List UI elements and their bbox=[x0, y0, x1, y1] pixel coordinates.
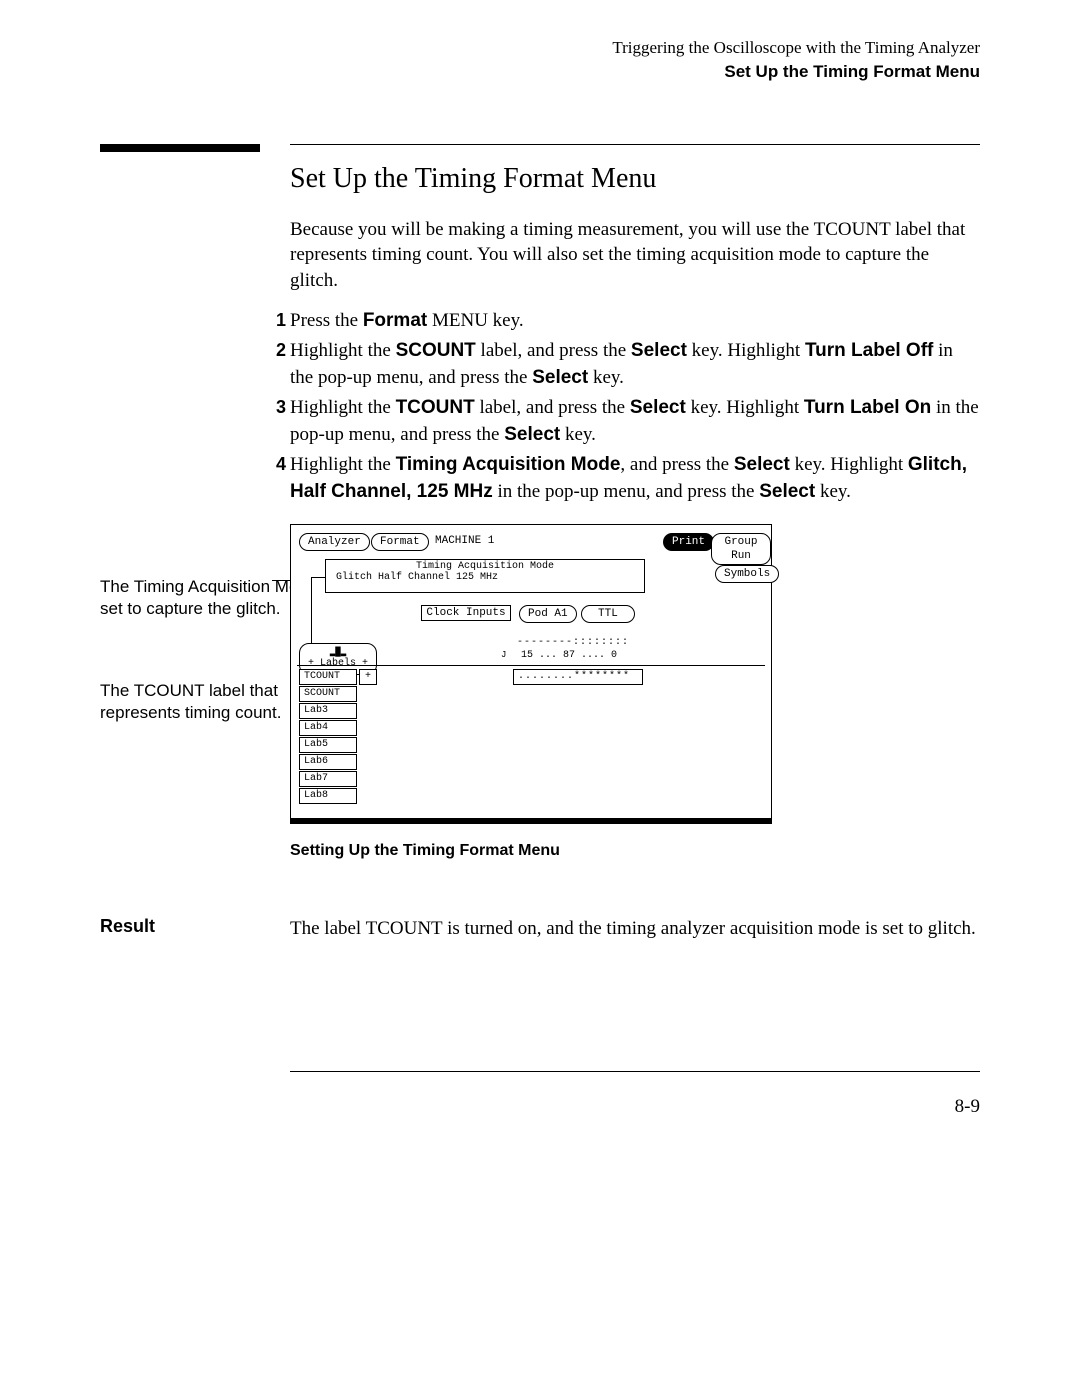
lab6-label[interactable]: Lab6 bbox=[299, 754, 357, 770]
page-header: Triggering the Oscilloscope with the Tim… bbox=[100, 36, 980, 84]
step-3: Highlight the TCOUNT label, and press th… bbox=[266, 395, 980, 448]
header-chapter: Triggering the Oscilloscope with the Tim… bbox=[100, 36, 980, 60]
figure-block: The Timing Acquisition Mode set to captu… bbox=[100, 524, 980, 834]
step-4: Highlight the Timing Acquisition Mode, a… bbox=[266, 452, 980, 505]
timing-acq-mode-box[interactable]: Timing Acquisition Mode Glitch Half Chan… bbox=[325, 559, 645, 593]
step-1: Press the Format MENU key. bbox=[266, 308, 980, 335]
ttl-button[interactable]: TTL bbox=[581, 605, 635, 623]
pod-a1-button[interactable]: Pod A1 bbox=[519, 605, 577, 623]
result-row: Result The label TCOUNT is turned on, an… bbox=[100, 916, 980, 942]
tcount-polarity[interactable]: + bbox=[359, 669, 377, 685]
intro-paragraph: Because you will be making a timing meas… bbox=[290, 217, 980, 294]
lab8-label[interactable]: Lab8 bbox=[299, 788, 357, 804]
format-button[interactable]: Format bbox=[371, 533, 429, 551]
lab7-label[interactable]: Lab7 bbox=[299, 771, 357, 787]
tcount-label[interactable]: TCOUNT bbox=[299, 669, 357, 685]
format-menu-screenshot: Analyzer Format MACHINE 1 Print Group Ru… bbox=[290, 524, 772, 824]
scount-label[interactable]: SCOUNT bbox=[299, 686, 357, 702]
analyzer-button[interactable]: Analyzer bbox=[299, 533, 370, 551]
header-section: Set Up the Timing Format Menu bbox=[100, 60, 980, 84]
j-label: J bbox=[501, 650, 506, 660]
bottom-rule bbox=[290, 1071, 980, 1072]
clock-inputs-label: Clock Inputs bbox=[421, 605, 511, 621]
lab3-label[interactable]: Lab3 bbox=[299, 703, 357, 719]
annotation-tcount: The TCOUNT label that represents timing … bbox=[100, 680, 320, 724]
section-rule bbox=[290, 144, 980, 145]
print-button[interactable]: Print bbox=[663, 533, 714, 551]
symbols-button[interactable]: Symbols bbox=[715, 565, 779, 583]
section-title: Set Up the Timing Format Menu bbox=[290, 163, 980, 195]
lab5-label[interactable]: Lab5 bbox=[299, 737, 357, 753]
steps-list: Press the Format MENU key. Highlight the… bbox=[290, 308, 980, 506]
section-rule-mark bbox=[100, 144, 260, 170]
result-label: Result bbox=[100, 916, 290, 942]
annotation-acq-mode: The Timing Acquisition Mode set to captu… bbox=[100, 576, 320, 620]
bits-dash-pattern: --------:::::::: bbox=[517, 637, 629, 648]
bits-header: 15 ... 87 .... 0 bbox=[521, 650, 617, 661]
result-text: The label TCOUNT is turned on, and the t… bbox=[290, 916, 976, 942]
group-run-button[interactable]: Group Run bbox=[711, 533, 771, 566]
machine-label: MACHINE 1 bbox=[435, 535, 494, 547]
step-2: Highlight the SCOUNT label, and press th… bbox=[266, 338, 980, 391]
figure-caption: Setting Up the Timing Format Menu bbox=[290, 842, 980, 860]
page-number: 8-9 bbox=[290, 1096, 980, 1118]
tcount-bits[interactable]: ........******** bbox=[513, 669, 643, 685]
lab4-label[interactable]: Lab4 bbox=[299, 720, 357, 736]
